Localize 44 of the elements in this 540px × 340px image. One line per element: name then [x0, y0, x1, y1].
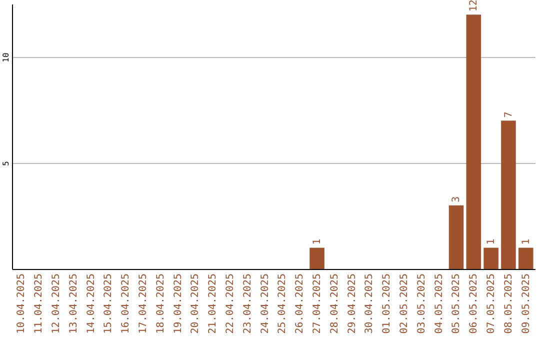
x-tick-label: 07.05.2025	[486, 274, 498, 334]
bar	[518, 248, 534, 269]
x-tick-label: 10.04.2025	[16, 274, 28, 334]
x-tick-label: 06.05.2025	[468, 274, 480, 334]
x-tick-label: 05.05.2025	[451, 274, 462, 334]
y-tick-label: 5	[2, 160, 10, 166]
x-tick-label: 15.04.2025	[103, 274, 114, 334]
x-tick-label: 20.04.2025	[190, 274, 202, 334]
x-tick-label: 01.05.2025	[382, 274, 393, 334]
x-tick-label: 02.05.2025	[399, 274, 410, 334]
x-tick-label: 28.04.2025	[329, 274, 340, 334]
x-tick-label: 30.04.2025	[364, 274, 376, 334]
x-tick-label: 14.04.2025	[86, 274, 97, 334]
bar	[501, 120, 516, 269]
bar	[310, 248, 324, 269]
data-label: 1	[486, 238, 498, 245]
y-tick-label: 10	[2, 52, 10, 62]
data-label: 1	[312, 238, 324, 245]
x-tick-label: 29.04.2025	[346, 274, 358, 334]
bar	[466, 14, 482, 269]
bar	[484, 248, 498, 269]
x-tick-label: 08.05.2025	[503, 274, 514, 334]
x-tick-label: 11.04.2025	[34, 274, 45, 334]
x-tick-label: 03.05.2025	[416, 274, 428, 334]
data-label: 12	[468, 0, 480, 12]
bar	[448, 205, 464, 269]
x-tick-label: 04.05.2025	[434, 274, 445, 334]
x-tick-label: 23.04.2025	[242, 274, 254, 334]
data-label: 3	[451, 196, 462, 202]
data-label: 7	[503, 112, 514, 118]
x-tick-label: 25.04.2025	[277, 274, 288, 334]
x-tick-label: 16.04.2025	[120, 274, 132, 334]
x-tick-label: 12.04.2025	[50, 274, 62, 334]
x-tick-label: 13.04.2025	[68, 274, 80, 334]
x-tick-label: 26.04.2025	[294, 274, 306, 334]
x-tick-label: 22.04.2025	[224, 274, 236, 334]
x-tick-label: 17.04.2025	[138, 274, 149, 334]
x-tick-label: 09.05.2025	[520, 274, 532, 334]
x-tick-label: 27.04.2025	[312, 274, 324, 334]
x-tick-label: 18.04.2025	[155, 274, 166, 334]
x-tick-label: 19.04.2025	[172, 274, 184, 334]
x-tick-label: 24.04.2025	[260, 274, 271, 334]
x-tick-label: 21.04.2025	[208, 274, 219, 334]
data-label: 1	[520, 238, 532, 245]
